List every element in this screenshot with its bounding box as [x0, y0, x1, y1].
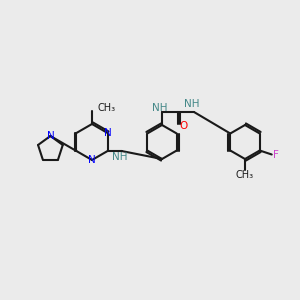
Text: N: N [88, 155, 96, 165]
Text: N: N [104, 128, 112, 138]
Text: NH: NH [184, 99, 200, 109]
Text: N: N [46, 131, 54, 141]
Text: CH₃: CH₃ [97, 103, 115, 113]
Text: NH: NH [152, 103, 168, 113]
Text: CH₃: CH₃ [236, 170, 254, 180]
Text: O: O [179, 121, 187, 131]
Text: NH: NH [112, 152, 127, 162]
Text: F: F [273, 149, 279, 160]
